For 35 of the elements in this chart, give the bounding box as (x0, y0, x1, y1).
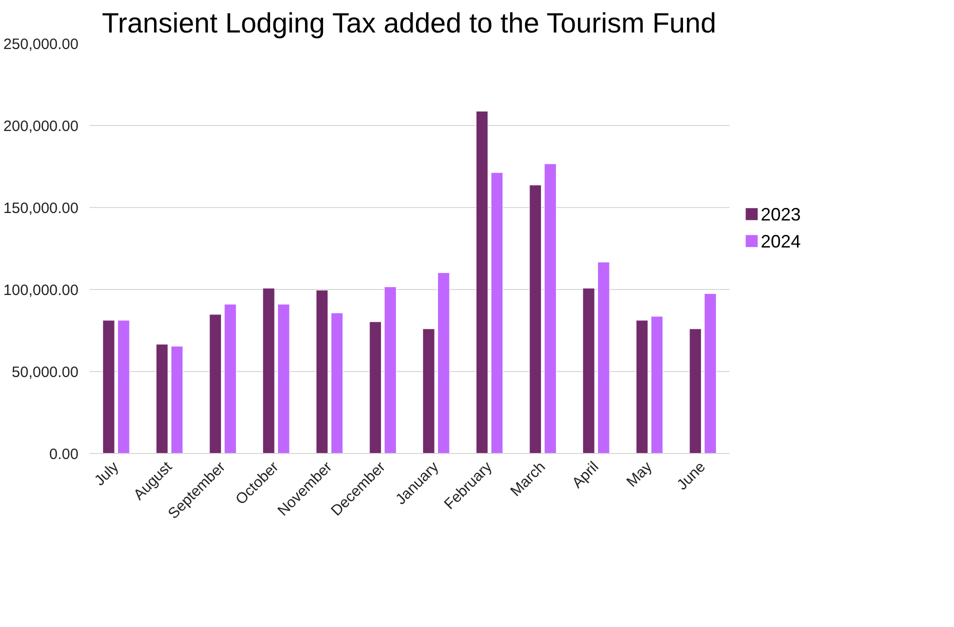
legend-label: 2023 (760, 204, 801, 225)
bar (102, 320, 115, 454)
bar (650, 316, 664, 454)
bar (438, 272, 450, 454)
y-tick-label: 50,000.00 (12, 364, 79, 381)
bar (118, 320, 130, 454)
y-tick-label: 150,000.00 (3, 200, 79, 217)
y-tick-label: 100,000.00 (3, 282, 79, 299)
x-tick-label: July (91, 458, 123, 490)
bar (476, 110, 488, 454)
bar (170, 346, 184, 454)
bar (636, 320, 648, 454)
bar (278, 304, 290, 454)
bar (704, 293, 716, 454)
chart-title: Transient Lodging Tax added to the Tourism Fund (102, 8, 716, 38)
bar (689, 328, 702, 454)
y-tick-label: 0.00 (49, 446, 79, 463)
bar (316, 290, 328, 454)
bar (490, 172, 504, 454)
x-tick-label: May (623, 458, 656, 491)
bar (582, 288, 595, 454)
y-tick-label: 200,000.00 (3, 118, 79, 135)
bar (544, 164, 556, 454)
legend-label: 2024 (760, 232, 801, 252)
bar (224, 304, 236, 454)
bar (330, 312, 344, 454)
bar (156, 344, 168, 454)
y-tick-label: 250,000.00 (3, 36, 79, 53)
bar (422, 328, 435, 454)
bar (369, 322, 382, 454)
bar (598, 262, 610, 454)
bar (384, 286, 396, 454)
bar (262, 288, 275, 454)
bar (209, 314, 222, 454)
bar (529, 184, 542, 454)
